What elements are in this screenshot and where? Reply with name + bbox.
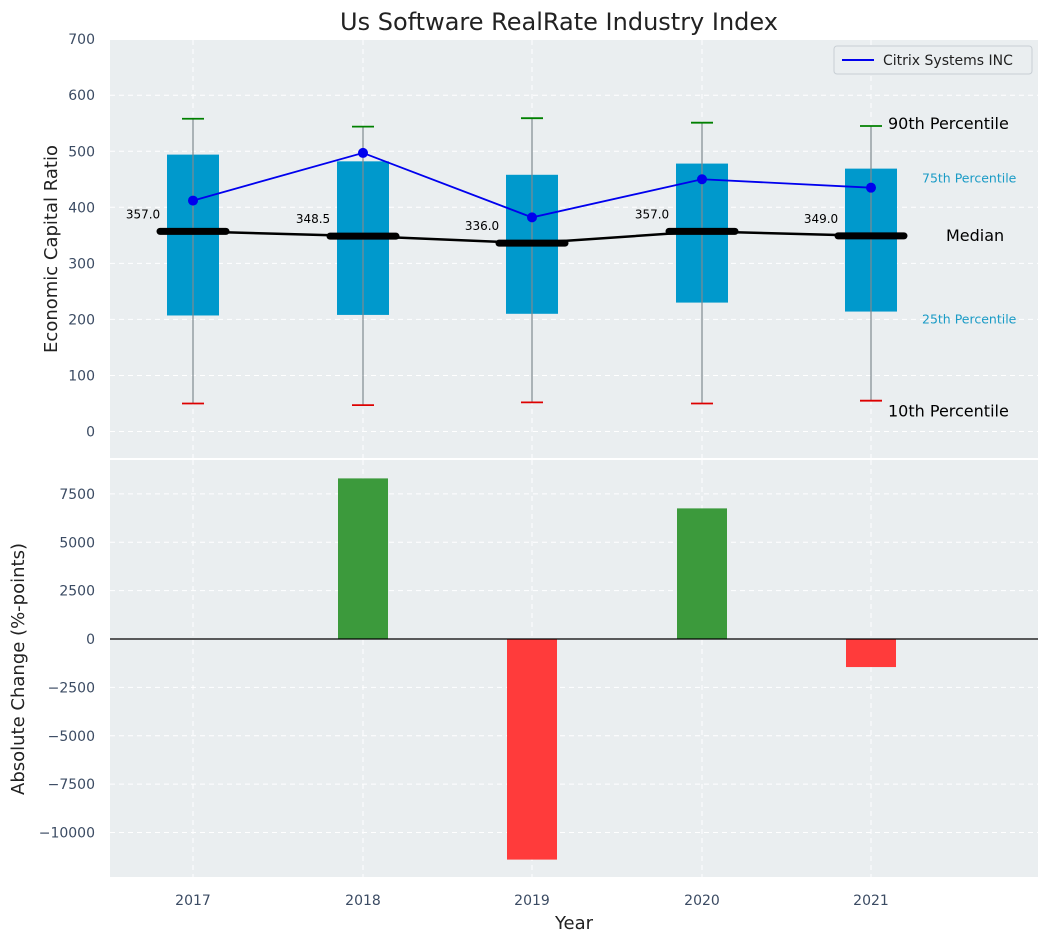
x-tick-label: 2019 bbox=[514, 893, 550, 909]
change-bar-2019 bbox=[507, 639, 557, 860]
bottom-y-tick-label: −7500 bbox=[48, 777, 95, 793]
median-value-label-2019: 336.0 bbox=[465, 219, 499, 233]
bottom-y-tick-label: −2500 bbox=[48, 680, 95, 696]
bottom-y-tick-label: 0 bbox=[86, 632, 95, 648]
top-y-tick-label: 500 bbox=[68, 144, 95, 160]
top-y-tick-label: 400 bbox=[68, 200, 95, 216]
top-y-tick-label: 0 bbox=[86, 425, 95, 441]
company-point-2021 bbox=[866, 182, 876, 193]
legend: Citrix Systems INC bbox=[833, 45, 1033, 75]
x-tick-label: 2017 bbox=[175, 893, 211, 909]
company-point-2018 bbox=[358, 147, 368, 158]
median-value-label-2017: 357.0 bbox=[126, 207, 160, 221]
legend-label-company: Citrix Systems INC bbox=[883, 53, 1013, 69]
top-y-tick-label: 600 bbox=[68, 88, 95, 104]
annotation-p75: 75th Percentile bbox=[922, 171, 1017, 186]
bottom-panel: −10000 −7500 −5000 −2500 0 2500 5000 7500 Absol… bbox=[8, 460, 1038, 934]
top-y-tick-labels: 0 100 200 300 400 500 600 700 bbox=[68, 32, 95, 440]
top-panel: 0 100 200 300 400 500 600 700 Economic Capital … bbox=[41, 32, 1038, 458]
percentile-annotations: 90th Percentile 75th Percentile Median 25th… bbox=[888, 114, 1017, 421]
annotation-median: Median bbox=[946, 226, 1004, 245]
median-value-label-2018: 348.5 bbox=[296, 212, 330, 226]
top-plot-background bbox=[110, 40, 1038, 458]
top-y-axis-label: Economic Capital Ratio bbox=[41, 145, 62, 353]
top-y-tick-label: 700 bbox=[68, 32, 95, 48]
median-value-label-2020: 357.0 bbox=[635, 207, 669, 221]
bottom-plot-background bbox=[110, 460, 1038, 877]
company-point-2017 bbox=[188, 195, 198, 206]
annotation-p90: 90th Percentile bbox=[888, 114, 1009, 133]
legend-box bbox=[833, 45, 1033, 75]
bottom-y-tick-label: 5000 bbox=[59, 535, 95, 551]
annotation-p25: 25th Percentile bbox=[922, 312, 1017, 327]
company-series bbox=[188, 147, 876, 223]
x-tick-label: 2021 bbox=[853, 893, 889, 909]
change-bar-2021 bbox=[846, 639, 896, 668]
company-point-2019 bbox=[527, 212, 537, 223]
company-point-2020 bbox=[697, 174, 707, 185]
change-bar-2018 bbox=[338, 478, 388, 639]
change-bar-2020 bbox=[677, 508, 727, 639]
bottom-y-tick-label: −10000 bbox=[39, 826, 95, 842]
bottom-y-tick-label: 7500 bbox=[59, 487, 95, 503]
x-tick-label: 2018 bbox=[345, 893, 381, 909]
x-axis-label: Year bbox=[554, 913, 594, 934]
median-value-label-2021: 349.0 bbox=[804, 212, 838, 226]
top-y-tick-label: 100 bbox=[68, 368, 95, 384]
chart-title: Us Software RealRate Industry Index bbox=[340, 8, 778, 36]
x-tick-labels: 2017 2018 2019 2020 2021 bbox=[175, 893, 889, 909]
bottom-y-tick-label: −5000 bbox=[48, 729, 95, 745]
x-tick-label: 2020 bbox=[684, 893, 720, 909]
bottom-y-tick-label: 2500 bbox=[59, 584, 95, 600]
bottom-y-axis-label: Absolute Change (%-points) bbox=[8, 543, 29, 795]
change-bars bbox=[338, 478, 896, 860]
annotation-p10: 10th Percentile bbox=[888, 402, 1009, 421]
top-y-tick-label: 300 bbox=[68, 256, 95, 272]
box-plot-group: 357.0 348.5 336.0 357.0 349.0 bbox=[126, 117, 908, 407]
top-y-tick-label: 200 bbox=[68, 312, 95, 328]
bottom-y-tick-labels: −10000 −7500 −5000 −2500 0 2500 5000 7500 bbox=[39, 487, 95, 842]
